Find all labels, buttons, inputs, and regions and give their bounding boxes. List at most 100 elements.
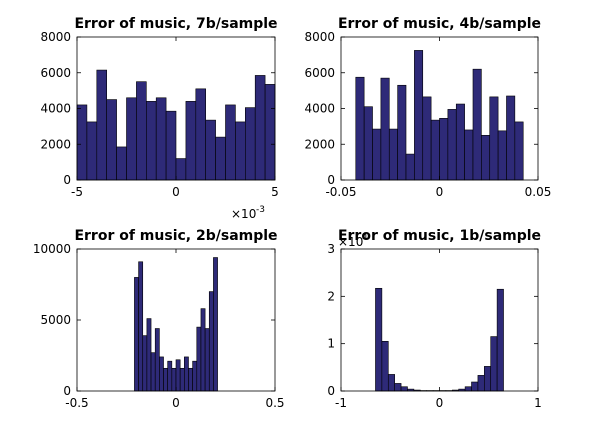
y-tick-label: 2000: [304, 137, 335, 151]
histogram-bar: [196, 326, 202, 392]
histogram-bar: [388, 128, 398, 181]
x-tick-label: -0.05: [325, 185, 356, 199]
histogram-bar: [171, 367, 177, 392]
histogram-bar: [192, 360, 198, 392]
histogram-bar: [175, 359, 181, 392]
histogram-bar: [155, 97, 167, 181]
histogram-bar: [184, 356, 189, 392]
histogram-bar: [489, 96, 499, 181]
histogram-bar: [188, 367, 193, 392]
histogram-bar: [134, 277, 139, 392]
y-exponent-power: 4: [362, 233, 368, 243]
histogram-bar: [506, 95, 516, 181]
histogram-bar: [464, 129, 474, 181]
x-tick-label: 0: [172, 185, 180, 199]
x-tick-label: -1: [335, 396, 347, 410]
axes-box: [340, 248, 539, 392]
x-tick-label: -5: [71, 185, 83, 199]
histogram-bar: [484, 366, 492, 392]
histogram-bar: [254, 75, 266, 181]
histogram-bar: [146, 101, 157, 181]
y-tick-label: 2000: [40, 137, 71, 151]
histogram-bar: [397, 84, 407, 181]
y-exponent-label: ×10: [338, 235, 363, 249]
histogram-bar: [116, 146, 127, 181]
histogram-bar: [204, 328, 210, 392]
histogram-bar: [363, 106, 373, 181]
histogram-bar: [375, 287, 383, 392]
histogram-bar: [264, 84, 276, 181]
x-exponent-power: -3: [256, 205, 265, 215]
histogram-bar: [163, 367, 168, 392]
x-tick-label: 1: [534, 396, 542, 410]
subplot-title: Error of music, 7b/sample: [74, 16, 277, 32]
histogram-bar: [195, 88, 207, 181]
histogram-bar: [387, 374, 395, 392]
histogram-bar: [471, 381, 479, 392]
histogram-bar: [490, 336, 498, 392]
y-tick-label: 0: [327, 173, 335, 187]
histogram-bar: [381, 340, 389, 392]
y-tick-label: 4000: [40, 102, 71, 116]
histogram-bar: [514, 121, 524, 181]
x-tick-label: 0: [172, 396, 180, 410]
histogram-bar: [200, 308, 206, 392]
histogram-bar: [179, 367, 185, 392]
histogram-bar: [245, 107, 256, 181]
histogram-bar: [215, 136, 226, 181]
x-tick-label: 0: [436, 396, 444, 410]
histogram-bar: [225, 104, 236, 181]
histogram-bar: [205, 119, 216, 181]
histogram-bar: [372, 128, 382, 181]
histogram-bar: [380, 77, 390, 181]
histogram-bar: [481, 135, 491, 181]
histogram-bar: [167, 360, 173, 392]
histogram-bar: [76, 104, 88, 181]
y-tick-label: 8000: [304, 30, 335, 44]
histogram-bar: [142, 335, 148, 392]
subplot-title: Error of music, 4b/sample: [338, 16, 541, 32]
histogram-bar: [394, 383, 402, 392]
y-tick-label: 3: [327, 242, 335, 256]
histogram-bar: [477, 375, 485, 392]
histogram-bar: [414, 50, 424, 181]
histogram-bar: [154, 328, 160, 392]
y-tick-label: 2: [327, 289, 335, 303]
x-tick-label: 5: [271, 185, 279, 199]
histogram-bar: [150, 352, 156, 392]
y-tick-label: 0: [63, 384, 71, 398]
y-tick-label: 4000: [304, 102, 335, 116]
histogram-bar: [464, 386, 472, 392]
histogram-bar: [422, 96, 432, 181]
histogram-bar: [213, 257, 218, 392]
y-tick-label: 6000: [40, 66, 71, 80]
histogram-bar: [138, 261, 144, 392]
histogram-bar: [146, 318, 152, 392]
histogram-bar: [208, 291, 214, 392]
histogram-bar: [497, 130, 507, 181]
histogram-bar: [106, 99, 117, 181]
histogram-bar: [126, 97, 137, 181]
histogram-bar: [165, 110, 177, 181]
y-tick-label: 6000: [304, 66, 335, 80]
y-tick-label: 0: [63, 173, 71, 187]
x-tick-label: 0.5: [265, 396, 284, 410]
x-tick-label: 0.05: [525, 185, 552, 199]
y-tick-label: 1: [327, 337, 335, 351]
histogram-bar: [355, 76, 365, 181]
histogram-bar: [447, 109, 457, 181]
histogram-bar: [159, 356, 164, 392]
x-tick-label: -0.5: [65, 396, 88, 410]
histogram-bar: [455, 103, 465, 181]
y-tick-label: 8000: [40, 30, 71, 44]
histogram-bar: [185, 101, 197, 181]
histogram-bar: [175, 158, 187, 181]
histogram-bar: [96, 69, 108, 181]
subplot-title: Error of music, 1b/sample: [338, 228, 541, 244]
y-tick-label: 0: [327, 384, 335, 398]
subplot-title: Error of music, 2b/sample: [74, 228, 277, 244]
